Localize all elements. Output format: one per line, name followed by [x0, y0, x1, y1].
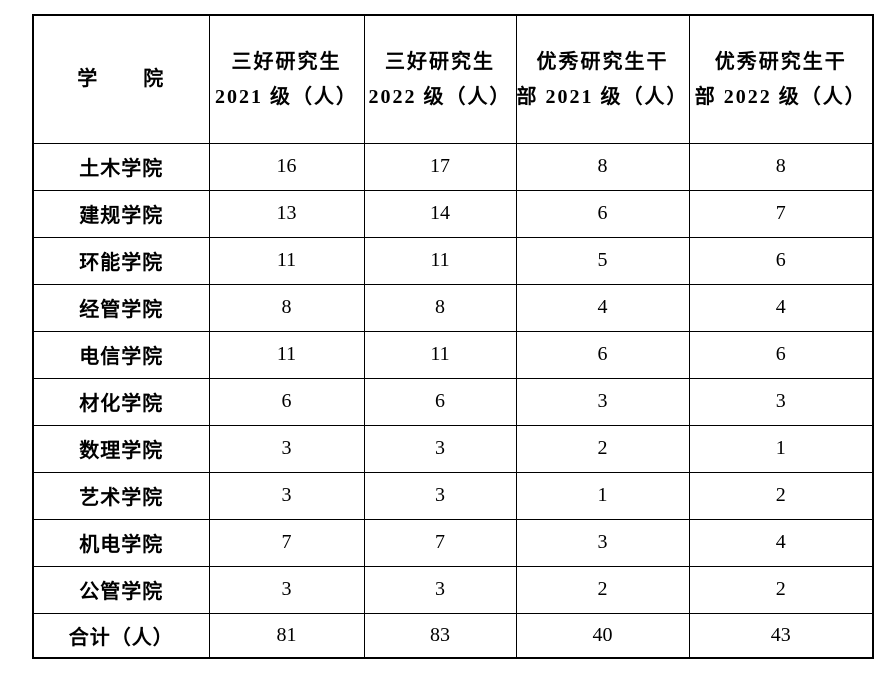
total-row: 合计（人） 81 83 40 43 — [32, 612, 874, 659]
header-line: 部 2022 级（人） — [694, 85, 867, 108]
total-label-cell: 合计（人） — [32, 612, 210, 659]
header-line: 优秀研究生干 — [536, 50, 669, 73]
header-line: 2021 级（人） — [215, 85, 358, 108]
college-name-cell: 建规学院 — [32, 189, 210, 238]
college-name-cell: 材化学院 — [32, 377, 210, 426]
table-row: 电信学院 11 11 6 6 — [32, 330, 874, 379]
value-cell: 6 — [363, 377, 517, 426]
award-table: 学 院三好研究生 2021 级（人） 三好研究生 2022 级（人） 优秀研究生干部 2… — [32, 14, 874, 659]
value-cell: 3 — [515, 518, 690, 567]
value-cell: 6 — [208, 377, 365, 426]
value-cell: 11 — [208, 236, 365, 285]
value-cell: 11 — [363, 236, 517, 285]
header-line: 学 院 — [77, 68, 166, 91]
value-cell: 5 — [515, 236, 690, 285]
value-cell: 4 — [688, 518, 874, 567]
value-cell: 16 — [208, 142, 365, 191]
table-row: 数理学院 3 3 2 1 — [32, 424, 874, 473]
table-row: 机电学院 7 7 3 4 — [32, 518, 874, 567]
value-cell: 11 — [208, 330, 365, 379]
value-cell: 3 — [208, 565, 365, 614]
value-cell: 3 — [363, 424, 517, 473]
value-cell: 2 — [688, 565, 874, 614]
value-cell: 8 — [515, 142, 690, 191]
header-line: 2022 级（人） — [368, 85, 512, 108]
header-cell-col1: 三好研究生 2021 级（人） — [208, 14, 365, 144]
value-cell: 4 — [515, 283, 690, 332]
value-cell: 7 — [363, 518, 517, 567]
header-line: 优秀研究生干 — [714, 50, 847, 73]
table-row: 材化学院 6 6 3 3 — [32, 377, 874, 426]
college-name-cell: 电信学院 — [32, 330, 210, 379]
value-cell: 3 — [515, 377, 690, 426]
value-cell: 6 — [688, 236, 874, 285]
header-cell-col3: 优秀研究生干部 2021 级（人） — [515, 14, 690, 144]
header-line: 三好研究生 — [231, 50, 342, 73]
table-body: 土木学院 16 17 8 8 建规学院 13 14 6 7 环能学院 11 11 5 6 经管学院 8 8 4 4 电信… — [32, 142, 874, 659]
value-cell: 8 — [688, 142, 874, 191]
college-name-cell: 土木学院 — [32, 142, 210, 191]
value-cell: 3 — [363, 471, 517, 520]
college-name-cell: 环能学院 — [32, 236, 210, 285]
college-name-cell: 机电学院 — [32, 518, 210, 567]
value-cell: 3 — [208, 471, 365, 520]
college-name-cell: 经管学院 — [32, 283, 210, 332]
table-row: 土木学院 16 17 8 8 — [32, 142, 874, 191]
table-row: 艺术学院 3 3 1 2 — [32, 471, 874, 520]
header-line: 部 2021 级（人） — [516, 85, 689, 108]
header-cell-col0: 学 院 — [32, 14, 210, 144]
table-row: 公管学院 3 3 2 2 — [32, 565, 874, 614]
header-row: 学 院三好研究生 2021 级（人） 三好研究生 2022 级（人） 优秀研究生干部 2… — [32, 14, 874, 144]
value-cell: 13 — [208, 189, 365, 238]
total-value-cell: 40 — [515, 612, 690, 659]
value-cell: 3 — [363, 565, 517, 614]
value-cell: 17 — [363, 142, 517, 191]
value-cell: 4 — [688, 283, 874, 332]
header-line: 三好研究生 — [385, 50, 495, 73]
table-row: 环能学院 11 11 5 6 — [32, 236, 874, 285]
value-cell: 8 — [208, 283, 365, 332]
header-cell-col4: 优秀研究生干部 2022 级（人） — [688, 14, 874, 144]
value-cell: 6 — [515, 330, 690, 379]
value-cell: 2 — [515, 424, 690, 473]
total-value-cell: 43 — [688, 612, 874, 659]
value-cell: 7 — [688, 189, 874, 238]
college-name-cell: 艺术学院 — [32, 471, 210, 520]
value-cell: 11 — [363, 330, 517, 379]
value-cell: 6 — [688, 330, 874, 379]
value-cell: 2 — [515, 565, 690, 614]
table-row: 建规学院 13 14 6 7 — [32, 189, 874, 238]
value-cell: 3 — [208, 424, 365, 473]
value-cell: 6 — [515, 189, 690, 238]
value-cell: 8 — [363, 283, 517, 332]
college-name-cell: 公管学院 — [32, 565, 210, 614]
value-cell: 14 — [363, 189, 517, 238]
college-name-cell: 数理学院 — [32, 424, 210, 473]
value-cell: 1 — [688, 424, 874, 473]
value-cell: 2 — [688, 471, 874, 520]
total-value-cell: 83 — [363, 612, 517, 659]
value-cell: 7 — [208, 518, 365, 567]
value-cell: 3 — [688, 377, 874, 426]
header-cell-col2: 三好研究生 2022 级（人） — [363, 14, 517, 144]
total-value-cell: 81 — [208, 612, 365, 659]
value-cell: 1 — [515, 471, 690, 520]
table-row: 经管学院 8 8 4 4 — [32, 283, 874, 332]
